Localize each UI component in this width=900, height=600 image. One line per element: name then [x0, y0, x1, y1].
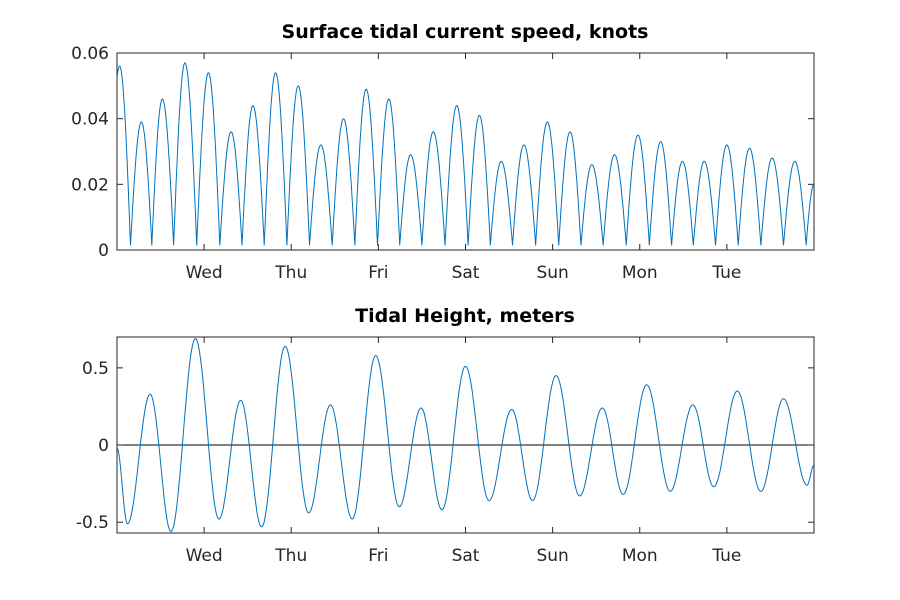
- current-speed-x-tick-label: Sat: [452, 263, 480, 283]
- current-speed-series-line: [116, 62, 815, 246]
- current-speed-y-tick-label: 0.04: [71, 110, 109, 130]
- tidal-height-y-tick-label: -0.5: [76, 513, 109, 533]
- tidal-height-panel: Tidal Height, meters -0.5 0 0.5 Wed Thu Fri S…: [76, 305, 815, 566]
- current-speed-x-tick-label: Mon: [622, 263, 658, 283]
- current-speed-y-tick-label: 0.02: [71, 175, 109, 195]
- current-speed-x-ticks: Wed Thu Fri Sat Sun Mon Tue: [186, 53, 741, 283]
- tidal-height-series-line: [116, 338, 815, 532]
- tidal-height-x-tick-label: Sat: [452, 546, 480, 566]
- current-speed-x-tick-label: Thu: [274, 263, 307, 283]
- tidal-height-x-tick-label: Thu: [274, 546, 307, 566]
- tidal-height-y-tick-label: 0: [98, 436, 109, 456]
- tidal-height-title: Tidal Height, meters: [355, 305, 575, 327]
- tidal-height-x-tick-label: Wed: [186, 546, 223, 566]
- tidal-height-x-ticks: Wed Thu Fri Sat Sun Mon Tue: [186, 337, 741, 566]
- tidal-height-x-tick-label: Tue: [711, 546, 741, 566]
- current-speed-y-tick-label: 0.06: [71, 44, 109, 64]
- current-speed-x-tick-label: Wed: [186, 263, 223, 283]
- current-speed-x-tick-label: Fri: [368, 263, 388, 283]
- tidal-height-y-tick-label: 0.5: [82, 359, 109, 379]
- current-speed-x-tick-label: Sun: [536, 263, 568, 283]
- tidal-height-x-tick-label: Mon: [622, 546, 658, 566]
- current-speed-panel: Surface tidal current speed, knots 0 0.02…: [71, 21, 815, 283]
- tidal-height-x-tick-label: Sun: [536, 546, 568, 566]
- tidal-height-y-ticks: -0.5 0 0.5: [76, 359, 814, 533]
- current-speed-y-tick-label: 0: [98, 241, 109, 261]
- tidal-height-x-tick-label: Fri: [368, 546, 388, 566]
- current-speed-title: Surface tidal current speed, knots: [282, 21, 649, 43]
- current-speed-x-tick-label: Tue: [711, 263, 741, 283]
- current-speed-y-ticks: 0 0.02 0.04 0.06: [71, 44, 814, 261]
- current-speed-axes: [116, 52, 815, 251]
